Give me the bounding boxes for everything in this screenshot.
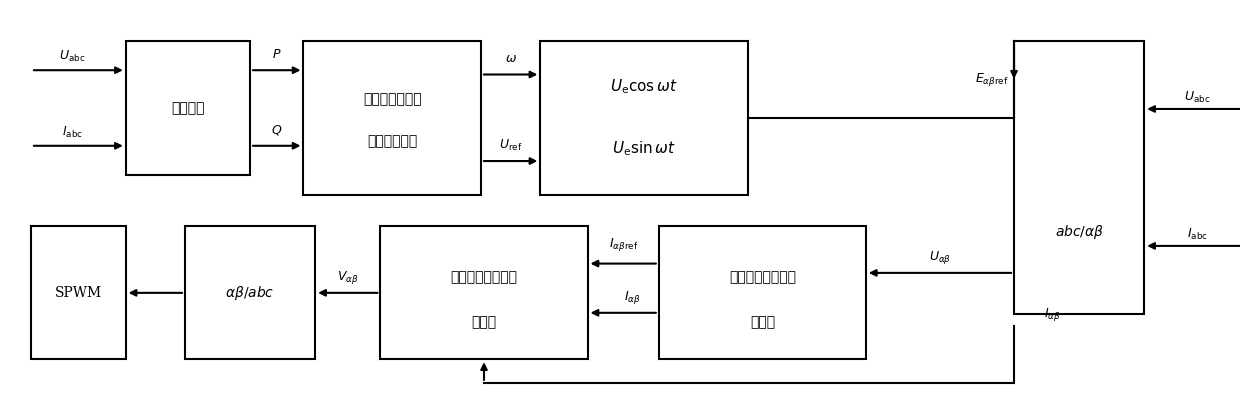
- FancyBboxPatch shape: [304, 41, 481, 195]
- FancyBboxPatch shape: [381, 226, 588, 359]
- Text: $I_{\rm abc}$: $I_{\rm abc}$: [1187, 227, 1208, 242]
- Text: $E_{\alpha\beta{\rm ref}}$: $E_{\alpha\beta{\rm ref}}$: [975, 71, 1008, 87]
- FancyBboxPatch shape: [31, 226, 125, 359]
- FancyBboxPatch shape: [185, 226, 315, 359]
- FancyBboxPatch shape: [541, 41, 748, 195]
- Text: $V_{\alpha\beta}$: $V_{\alpha\beta}$: [337, 269, 358, 286]
- Text: $U_{\rm ref}$: $U_{\rm ref}$: [498, 138, 522, 153]
- Text: $I_{\alpha\beta}$: $I_{\alpha\beta}$: [1044, 306, 1060, 323]
- Text: $U_{\rm abc}$: $U_{\rm abc}$: [60, 49, 86, 64]
- Text: 电流环: 电流环: [471, 315, 496, 329]
- FancyBboxPatch shape: [125, 41, 250, 175]
- Text: $U_{\rm e}\sin\omega t$: $U_{\rm e}\sin\omega t$: [613, 139, 676, 158]
- Text: $U_{\alpha\beta}$: $U_{\alpha\beta}$: [929, 249, 951, 266]
- Text: $\alpha\beta/abc$: $\alpha\beta/abc$: [226, 284, 275, 302]
- Text: $I_{\alpha\beta}$: $I_{\alpha\beta}$: [624, 289, 641, 306]
- Text: $P$: $P$: [272, 48, 281, 61]
- Text: $U_{\rm abc}$: $U_{\rm abc}$: [1184, 90, 1210, 105]
- Text: $Q$: $Q$: [272, 123, 283, 137]
- Text: $U_{\rm e}\cos\omega t$: $U_{\rm e}\cos\omega t$: [610, 78, 678, 96]
- FancyBboxPatch shape: [658, 226, 866, 359]
- Text: 转子运动方程及: 转子运动方程及: [363, 92, 422, 106]
- Text: $\omega$: $\omega$: [505, 52, 517, 65]
- Text: SPWM: SPWM: [55, 286, 102, 300]
- FancyBboxPatch shape: [1014, 41, 1145, 314]
- Text: 功率计算: 功率计算: [171, 101, 205, 115]
- Text: 复比例积分控制器: 复比例积分控制器: [450, 270, 517, 284]
- Text: 电压环: 电压环: [750, 315, 775, 329]
- Text: $I_{\rm abc}$: $I_{\rm abc}$: [62, 125, 83, 139]
- Text: 电压下垂控制: 电压下垂控制: [367, 134, 418, 148]
- Text: $abc/\alpha\beta$: $abc/\alpha\beta$: [1054, 223, 1104, 241]
- Text: $I_{\alpha\beta{\rm ref}}$: $I_{\alpha\beta{\rm ref}}$: [609, 236, 637, 253]
- Text: 复比例积分控制器: 复比例积分控制器: [729, 270, 796, 284]
